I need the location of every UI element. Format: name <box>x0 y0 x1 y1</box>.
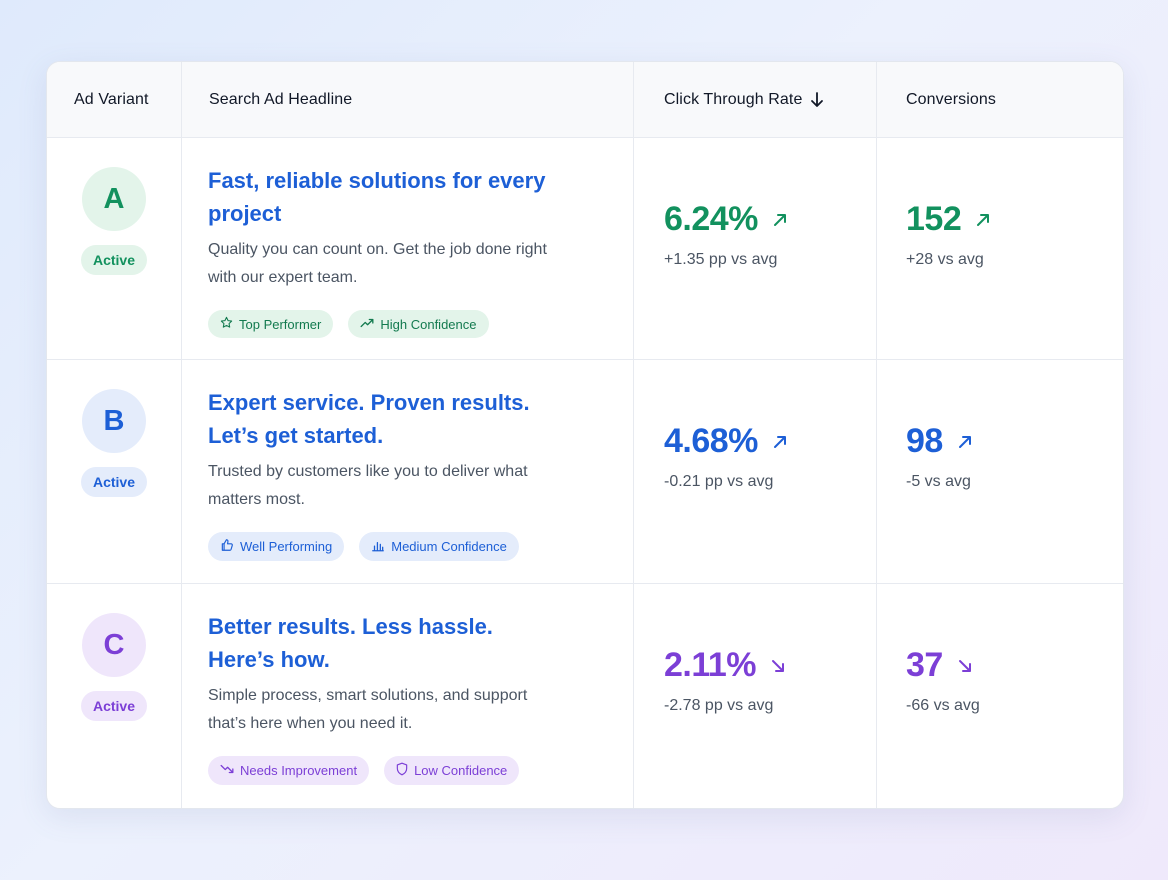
ad-headline: Better results. Less hassle. Here’s how. <box>208 614 493 672</box>
variant-badge: A <box>82 167 146 231</box>
ctr-cell: 2.11% -2.78 pp vs avg <box>634 584 877 808</box>
headline-cell: Expert service. Proven results. Let’s ge… <box>182 360 634 584</box>
ctr-value: 6.24% <box>664 200 758 238</box>
arrow-down-icon[interactable] <box>810 91 824 108</box>
column-header-headline: Search Ad Headline <box>182 62 634 138</box>
conversions-delta: -66 vs avg <box>906 697 980 714</box>
column-header-conversions: Conversions <box>877 62 1123 138</box>
tag-well-performing: Well Performing <box>208 532 345 561</box>
conversions-value: 152 <box>906 200 962 238</box>
variant-cell: B Active <box>47 360 182 584</box>
tag-medium-confidence: Medium Confidence <box>359 532 519 561</box>
ctr-delta: -2.78 pp vs avg <box>664 697 774 714</box>
variant-badge: B <box>82 389 146 453</box>
arrow-up-right-icon <box>772 434 788 450</box>
arrow-up-right-icon <box>957 434 973 450</box>
ctr-delta: +1.35 pp vs avg <box>664 251 778 268</box>
conversions-cell: 37 -66 vs avg <box>877 584 1123 808</box>
arrow-up-right-icon <box>772 212 788 228</box>
conversions-value: 98 <box>906 422 943 460</box>
column-header-ctr[interactable]: Click Through Rate <box>634 62 877 138</box>
headline-cell: Fast, reliable solutions for every proje… <box>182 138 634 360</box>
conversions-cell: 152 +28 vs avg <box>877 138 1123 360</box>
star-icon <box>220 316 233 332</box>
tag-low-confidence: Low Confidence <box>384 756 520 785</box>
column-header-ad-variant: Ad Variant <box>47 62 182 138</box>
variant-cell: C Active <box>47 584 182 808</box>
variant-cell: A Active <box>47 138 182 360</box>
variant-badge: C <box>82 613 146 677</box>
headline-cell: Better results. Less hassle. Here’s how.… <box>182 584 634 808</box>
status-badge: Active <box>80 691 148 721</box>
status-badge: Active <box>80 245 148 275</box>
ctr-cell: 6.24% +1.35 pp vs avg <box>634 138 877 360</box>
conversions-delta: +28 vs avg <box>906 251 984 268</box>
ad-description: Simple process, smart solutions, and sup… <box>208 687 528 732</box>
thumbs-up-icon <box>220 538 234 555</box>
ctr-cell: 4.68% -0.21 pp vs avg <box>634 360 877 584</box>
trending-up-icon <box>360 317 374 332</box>
ad-variant-table: Ad Variant Search Ad Headline Click Thro… <box>46 61 1124 809</box>
ctr-delta: -0.21 pp vs avg <box>664 473 774 490</box>
conversions-delta: -5 vs avg <box>906 473 971 490</box>
conversions-cell: 98 -5 vs avg <box>877 360 1123 584</box>
tag-needs-improvement: Needs Improvement <box>208 756 370 785</box>
arrow-up-right-icon <box>975 212 991 228</box>
arrow-down-right-icon <box>957 658 973 674</box>
status-badge: Active <box>80 467 148 497</box>
tag-top-performer: Top Performer <box>208 310 334 338</box>
bar-chart-icon <box>371 539 385 555</box>
ctr-value: 2.11% <box>664 646 757 684</box>
ad-description: Quality you can count on. Get the job do… <box>208 241 547 286</box>
arrow-down-right-icon <box>770 658 786 674</box>
shield-icon <box>396 762 408 779</box>
ad-headline: Expert service. Proven results. Let’s ge… <box>208 390 530 448</box>
ad-description: Trusted by customers like you to deliver… <box>208 463 528 508</box>
ad-headline: Fast, reliable solutions for every proje… <box>208 168 546 226</box>
trending-down-icon <box>220 763 234 778</box>
tag-high-confidence: High Confidence <box>348 310 489 338</box>
ctr-value: 4.68% <box>664 422 758 460</box>
conversions-value: 37 <box>906 646 943 684</box>
